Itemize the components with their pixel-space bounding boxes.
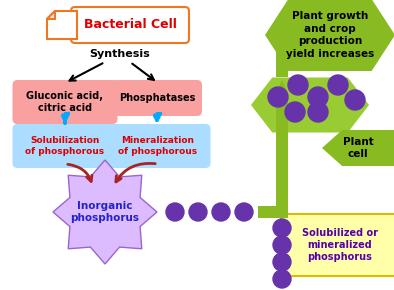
Circle shape: [212, 203, 230, 221]
Polygon shape: [276, 80, 288, 94]
Circle shape: [273, 236, 291, 254]
Polygon shape: [47, 11, 56, 19]
Circle shape: [285, 102, 305, 122]
Text: Gluconic acid,
citric acid: Gluconic acid, citric acid: [26, 91, 104, 113]
Circle shape: [189, 203, 207, 221]
Circle shape: [328, 75, 348, 95]
Circle shape: [288, 75, 308, 95]
FancyBboxPatch shape: [13, 124, 117, 168]
Polygon shape: [47, 11, 77, 39]
FancyBboxPatch shape: [112, 80, 202, 116]
Circle shape: [166, 203, 184, 221]
Circle shape: [345, 90, 365, 110]
FancyBboxPatch shape: [13, 80, 117, 124]
Text: Phosphatases: Phosphatases: [119, 93, 195, 103]
FancyBboxPatch shape: [106, 124, 210, 168]
Bar: [276, 37, 288, 77]
Circle shape: [235, 203, 253, 221]
Text: Bacterial Cell: Bacterial Cell: [84, 19, 177, 32]
Polygon shape: [276, 22, 288, 37]
Text: Inorganic
phosphorus: Inorganic phosphorus: [71, 201, 139, 223]
Bar: [276, 97, 288, 212]
FancyBboxPatch shape: [71, 7, 189, 43]
Polygon shape: [322, 130, 394, 166]
Circle shape: [308, 102, 328, 122]
Text: Plant
cell: Plant cell: [343, 137, 374, 159]
Text: Synthesis: Synthesis: [89, 49, 151, 59]
Circle shape: [273, 270, 291, 288]
Polygon shape: [251, 77, 369, 133]
Text: Mineralization
of phosphorous: Mineralization of phosphorous: [119, 136, 197, 156]
Circle shape: [268, 87, 288, 107]
FancyBboxPatch shape: [281, 214, 394, 276]
Polygon shape: [53, 160, 157, 264]
Polygon shape: [265, 0, 394, 71]
Circle shape: [308, 87, 328, 107]
Bar: [258, 206, 288, 218]
Text: Solubilized or
mineralized
phosphorus: Solubilized or mineralized phosphorus: [302, 228, 378, 262]
Text: Solubilization
of phosphorous: Solubilization of phosphorous: [26, 136, 104, 156]
Text: Plant growth
and crop
production
yield increases: Plant growth and crop production yield i…: [286, 11, 374, 59]
Circle shape: [273, 219, 291, 237]
Circle shape: [273, 253, 291, 271]
